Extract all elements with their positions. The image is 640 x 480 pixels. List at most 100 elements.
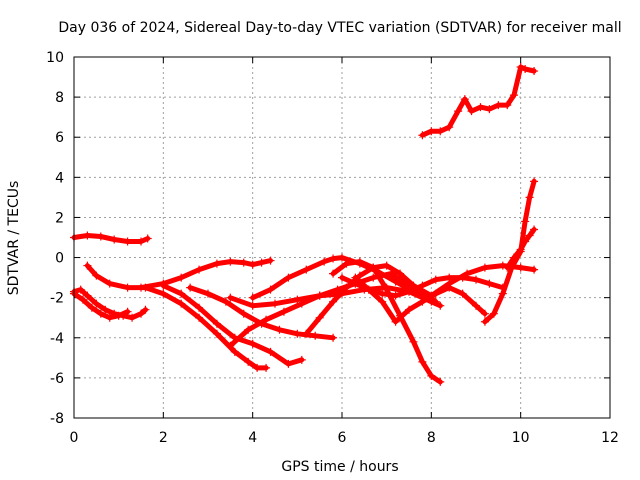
- x-tick-label: 4: [248, 430, 257, 446]
- data-point-marker: [445, 273, 454, 282]
- series-line: [250, 255, 430, 301]
- data-point-marker: [137, 309, 145, 318]
- data-point-marker: [530, 67, 539, 76]
- data-point-marker: [338, 273, 346, 282]
- data-point-marker: [195, 265, 204, 274]
- data-point-marker: [105, 279, 114, 288]
- data-point-marker: [342, 283, 351, 292]
- data-point-marker: [530, 265, 539, 274]
- data-point-marker: [409, 337, 418, 346]
- data-point-marker: [458, 289, 467, 298]
- data-point-marker: [489, 309, 498, 318]
- data-point-marker: [516, 245, 525, 254]
- data-point-marker: [418, 281, 427, 290]
- data-point-marker: [248, 260, 257, 269]
- data-point-marker: [248, 293, 257, 302]
- data-point-marker: [351, 273, 360, 282]
- data-point-marker: [159, 281, 168, 290]
- data-point-marker: [271, 299, 279, 308]
- data-point-marker: [248, 339, 257, 348]
- data-point-marker: [284, 359, 293, 368]
- data-point-marker: [83, 261, 92, 270]
- data-point-marker: [302, 329, 311, 338]
- data-point-marker: [226, 293, 235, 302]
- y-tick-label: 8: [55, 90, 64, 106]
- y-tick-label: -4: [50, 331, 64, 347]
- data-point-marker: [159, 289, 168, 298]
- data-point-marker: [226, 257, 235, 266]
- data-point-marker: [239, 258, 248, 267]
- y-axis-label: SDTVAR / TECUs: [6, 181, 22, 296]
- data-point-marker: [78, 295, 87, 304]
- data-point-marker: [369, 273, 378, 282]
- data-point-marker: [297, 355, 306, 364]
- data-point-marker: [293, 329, 302, 338]
- data-point-marker: [244, 357, 253, 366]
- data-point-marker: [458, 273, 467, 282]
- y-tick-label: 10: [46, 50, 64, 66]
- data-point-marker: [311, 331, 320, 340]
- y-tick-label: -6: [50, 371, 64, 387]
- data-point-marker: [329, 254, 338, 263]
- x-tick-label: 12: [601, 430, 619, 446]
- x-tick-label: 6: [338, 430, 347, 446]
- data-point-marker: [454, 107, 463, 116]
- data-point-marker: [498, 261, 507, 270]
- data-point-marker: [96, 309, 105, 318]
- series-line: [504, 227, 537, 271]
- data-point-marker: [436, 301, 445, 310]
- data-point-marker: [87, 303, 96, 312]
- x-tick-label: 10: [512, 430, 530, 446]
- data-point-marker: [212, 319, 221, 328]
- axis-ticks: 0 2 4 6 8 10 12 -8 -6 -4 -2 0 2 4 6 8 10: [46, 50, 619, 446]
- data-point-marker: [137, 283, 145, 292]
- data-point-marker: [427, 127, 436, 136]
- data-point-marker: [266, 256, 275, 265]
- data-point-marker: [212, 329, 221, 338]
- data-point-marker: [123, 307, 132, 316]
- data-point-marker: [212, 259, 221, 268]
- y-tick-label: 6: [55, 130, 64, 146]
- data-point-marker: [498, 289, 507, 298]
- data-series: [70, 63, 539, 386]
- series-line: [303, 263, 537, 337]
- data-series-6: [159, 281, 306, 368]
- data-point-marker: [114, 311, 123, 320]
- data-point-marker: [329, 269, 338, 278]
- data-point-marker: [101, 305, 110, 314]
- data-point-marker: [315, 313, 324, 322]
- data-series-8: [226, 269, 440, 350]
- data-series-15: [418, 63, 539, 140]
- data-point-marker: [494, 101, 503, 110]
- data-point-marker: [480, 309, 489, 318]
- data-point-marker: [284, 273, 293, 282]
- data-point-marker: [92, 299, 101, 308]
- data-point-marker: [302, 265, 311, 274]
- data-point-marker: [123, 237, 132, 246]
- x-tick-label: 0: [70, 430, 79, 446]
- data-point-marker: [76, 285, 85, 294]
- plot-frame: [73, 56, 611, 419]
- data-point-marker: [418, 357, 427, 366]
- data-point-marker: [476, 103, 485, 112]
- data-point-marker: [369, 263, 378, 272]
- data-point-marker: [418, 297, 427, 306]
- x-tick-label: 2: [159, 430, 168, 446]
- data-point-marker: [83, 291, 92, 300]
- data-point-marker: [509, 91, 518, 100]
- data-point-marker: [204, 289, 212, 298]
- data-point-marker: [391, 277, 400, 286]
- data-point-marker: [195, 313, 204, 322]
- data-point-marker: [530, 225, 539, 234]
- data-point-marker: [96, 232, 105, 241]
- data-point-marker: [143, 234, 152, 243]
- data-point-marker: [105, 313, 114, 322]
- data-point-marker: [92, 271, 101, 280]
- data-point-marker: [195, 303, 204, 312]
- data-point-marker: [521, 65, 530, 74]
- data-point-marker: [329, 297, 338, 306]
- data-point-marker: [248, 301, 257, 310]
- data-point-marker: [485, 105, 494, 114]
- data-point-marker: [516, 63, 525, 72]
